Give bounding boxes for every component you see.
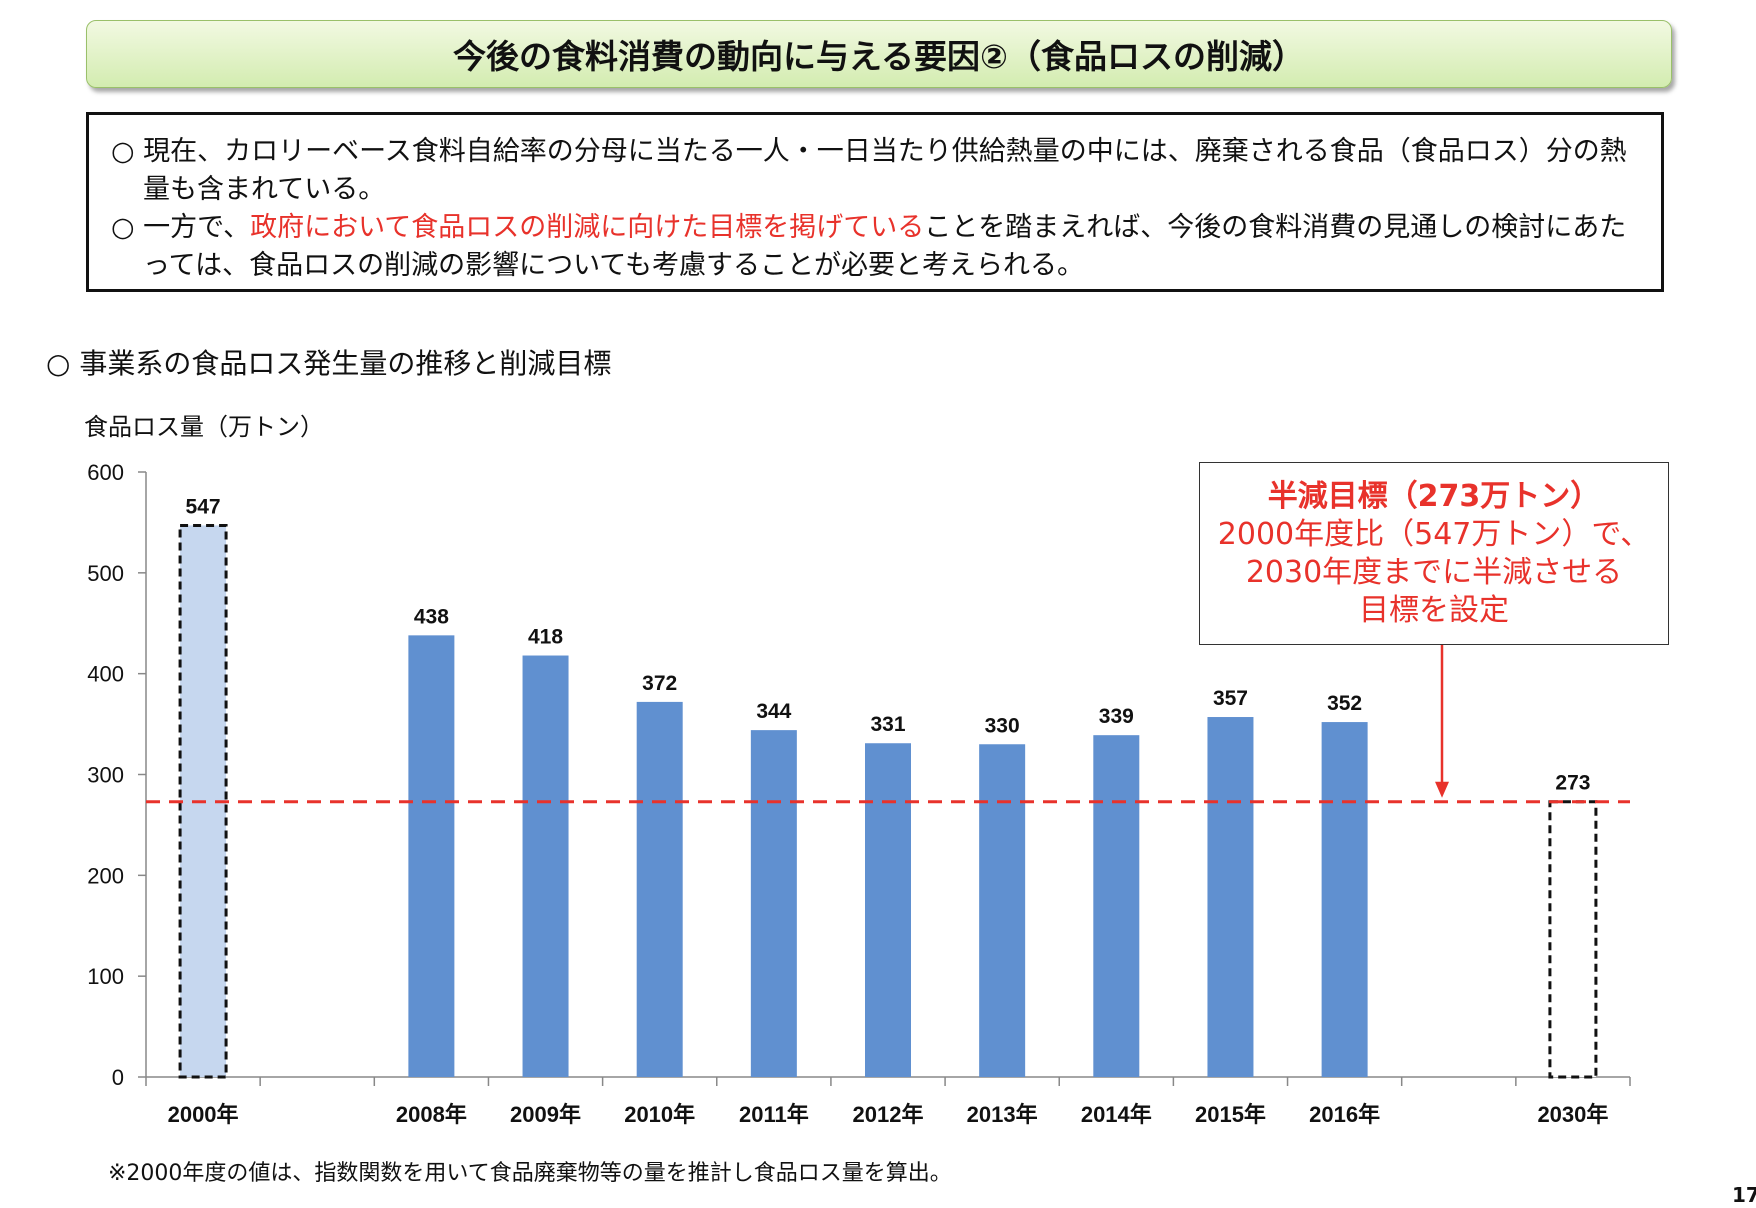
data-label: 330 <box>985 714 1020 737</box>
data-label: 438 <box>414 605 449 628</box>
summary-text-2-post: ことを踏まえれば、今後の食料消費の見通しの検討にあたっては、食品ロスの削減の影響… <box>143 212 1627 281</box>
footnote: ※2000年度の値は、指数関数を用いて食品廃棄物等の量を推計し食品ロス量を算出。 <box>108 1161 952 1186</box>
summary-text-1: 現在、カロリーベース食料自給率の分母に当たる一人・一日当たり供給熱量の中には、廃… <box>143 136 1627 205</box>
bullet-icon: ○ <box>111 212 135 243</box>
y-tick-label: 400 <box>87 662 124 687</box>
bar-2011年 <box>750 730 797 1077</box>
y-tick-label: 300 <box>87 763 124 788</box>
bar-2012年 <box>865 743 911 1077</box>
x-tick-label: 2009年 <box>510 1102 581 1127</box>
summary-text-2-pre: 一方で、 <box>143 212 251 243</box>
y-tick-label: 100 <box>87 964 124 989</box>
x-tick-label: 2012年 <box>853 1102 924 1127</box>
target-arrow-head-icon <box>1435 781 1449 798</box>
target-line-3: 目標を設定 <box>1359 593 1509 628</box>
section-heading: ○ 事業系の食品ロス発生量の推移と削減目標 <box>46 347 612 380</box>
bar-2014年 <box>1093 735 1140 1077</box>
bar-2013年 <box>979 744 1026 1077</box>
bar-2008年 <box>408 635 455 1077</box>
target-title: 半減目標（273万トン） <box>1267 479 1601 514</box>
data-label: 372 <box>642 672 677 695</box>
bar-2015年 <box>1207 717 1254 1077</box>
summary-text-2-highlight: 政府において食品ロスの削減に向けた目標を掲げている <box>250 212 925 243</box>
target-line-1: 2000年度比（547万トン）で、 <box>1217 517 1651 552</box>
page-title: 今後の食料消費の動向に与える要因②（食品ロスの削減） <box>86 20 1672 88</box>
target-line-2: 2030年度までに半減させる <box>1245 555 1623 590</box>
data-label: 273 <box>1555 772 1590 795</box>
data-label: 547 <box>186 495 221 518</box>
bar-2010年 <box>636 701 683 1077</box>
data-label: 357 <box>1213 687 1248 710</box>
x-tick-label: 2008年 <box>396 1102 467 1127</box>
bar-2009年 <box>522 655 569 1077</box>
y-tick-label: 200 <box>87 863 124 888</box>
summary-box: ○ 現在、カロリーベース食料自給率の分母に当たる一人・一日当たり供給熱量の中には… <box>86 112 1664 292</box>
x-tick-label: 2013年 <box>967 1102 1038 1127</box>
y-tick-label: 0 <box>112 1065 124 1090</box>
data-label: 352 <box>1327 692 1362 715</box>
x-tick-label: 2016年 <box>1309 1102 1380 1127</box>
y-tick-label: 500 <box>87 561 124 586</box>
target-annotation-box: 半減目標（273万トン） 2000年度比（547万トン）で、 2030年度までに… <box>1199 462 1669 645</box>
y-tick-label: 600 <box>87 460 124 485</box>
page-number: 17 <box>1732 1183 1756 1207</box>
x-tick-label: 2000年 <box>168 1102 239 1127</box>
x-tick-label: 2030年 <box>1537 1102 1608 1127</box>
x-tick-label: 2015年 <box>1195 1102 1266 1127</box>
x-tick-label: 2014年 <box>1081 1102 1152 1127</box>
data-label: 339 <box>1099 705 1134 728</box>
summary-paragraph-1: ○ 現在、カロリーベース食料自給率の分母に当たる一人・一日当たり供給熱量の中には… <box>111 133 1639 209</box>
summary-paragraph-2: ○ 一方で、政府において食品ロスの削減に向けた目標を掲げていることを踏まえれば、… <box>111 209 1639 285</box>
data-label: 418 <box>528 626 563 649</box>
x-tick-label: 2010年 <box>624 1102 695 1127</box>
y-axis-title: 食品ロス量（万トン） <box>84 413 324 441</box>
data-label: 344 <box>756 700 791 723</box>
bullet-icon: ○ <box>111 136 135 167</box>
x-tick-label: 2011年 <box>739 1102 809 1127</box>
bar-2016年 <box>1321 722 1368 1077</box>
data-label: 331 <box>870 713 905 736</box>
bar-2030年 <box>1548 800 1598 1079</box>
